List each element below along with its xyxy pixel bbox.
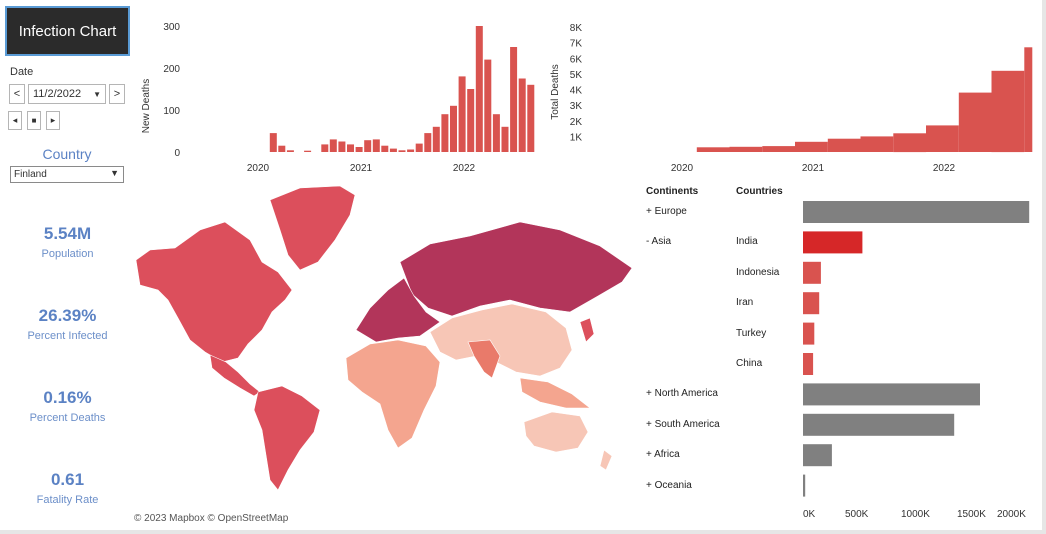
continent-row-label[interactable]: - Asia (646, 236, 672, 248)
country-row-label[interactable]: China (736, 358, 763, 369)
region-japan (579, 317, 595, 343)
kpi-deaths-value: 0.16% (43, 388, 92, 407)
continent-row-label[interactable]: + North America (646, 388, 718, 400)
x-tick-label: 500K (845, 509, 869, 520)
kpi-population-label: Population (41, 248, 94, 260)
country-row-label[interactable]: India (736, 236, 758, 248)
kpi-infected-value: 26.39% (38, 306, 97, 325)
region-africa (345, 339, 441, 449)
x-tick-label: 1500K (957, 509, 986, 520)
kpi-population-value: 5.54M (43, 224, 92, 243)
country-value: Finland (14, 169, 47, 180)
country-row-label[interactable]: Iran (736, 297, 754, 309)
stop-button[interactable]: ■ (27, 111, 41, 130)
continent-row-label[interactable]: + South America (646, 418, 720, 430)
continent-row-label[interactable]: + Europe (646, 206, 687, 217)
dashboard-title: Infection Chart (5, 6, 130, 56)
region-greenland (269, 185, 356, 271)
region-australia (523, 411, 589, 453)
region-south-america (253, 385, 321, 491)
x-tick-label: 0K (803, 509, 816, 520)
chevron-down-icon: ▼ (110, 168, 119, 178)
kpi-infected-label: Percent Infected (27, 330, 108, 342)
region-new-zealand (599, 449, 613, 471)
country-row-label[interactable]: Indonesia (736, 266, 780, 278)
continents-header: Continents (646, 186, 699, 197)
date-prev-button[interactable]: < (9, 84, 25, 104)
x-tick-label: 1000K (901, 509, 930, 520)
chevron-down-icon: ▼ (93, 89, 101, 99)
continent-row-label[interactable]: + Oceania (646, 479, 692, 491)
country-label: Country (42, 146, 92, 162)
play-back-button[interactable]: ◂ (8, 111, 22, 130)
kpi-fatality-label: Fatality Rate (36, 494, 99, 506)
region-asia (429, 303, 573, 377)
map-land (135, 185, 633, 491)
region-russia (399, 221, 633, 317)
map-attribution: © 2023 Mapbox © OpenStreetMap (134, 513, 289, 524)
region-central-america (209, 354, 261, 397)
kpi-deaths-label: Percent Deaths (29, 412, 106, 424)
region-europe (355, 277, 441, 343)
kpi-fatality-value: 0.61 (50, 470, 85, 489)
region-north-america (135, 221, 293, 363)
countries-header: Countries (736, 186, 783, 197)
x-tick-label: 2000K (997, 509, 1026, 520)
country-row-label[interactable]: Turkey (736, 327, 767, 339)
date-next-button[interactable]: > (109, 84, 125, 104)
date-label: Date (10, 66, 34, 78)
region-southeast-asia (519, 377, 591, 409)
date-dropdown[interactable]: 11/2/2022 ▼ (28, 84, 106, 104)
continent-row-label[interactable]: + Africa (646, 449, 680, 461)
play-forward-button[interactable]: ▸ (46, 111, 60, 130)
region-india (467, 339, 501, 379)
country-select[interactable]: Finland ▼ (10, 166, 124, 183)
date-value: 11/2/2022 (33, 88, 82, 100)
